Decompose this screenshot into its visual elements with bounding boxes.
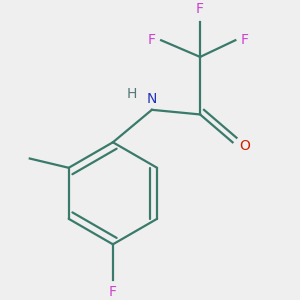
Text: F: F — [196, 2, 204, 16]
Text: F: F — [241, 33, 249, 47]
Text: F: F — [148, 33, 156, 47]
Text: F: F — [109, 285, 117, 299]
Text: H: H — [126, 86, 136, 100]
Text: O: O — [239, 139, 250, 153]
Text: N: N — [147, 92, 157, 106]
